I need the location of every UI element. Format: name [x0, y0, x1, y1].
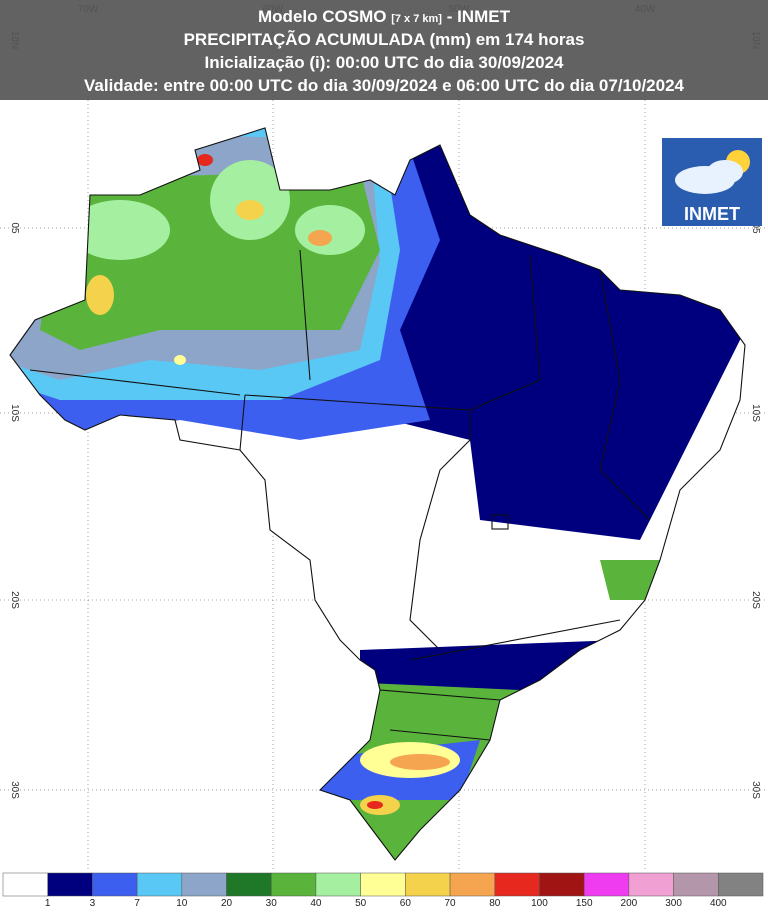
legend-swatch — [92, 872, 138, 897]
legend-swatch — [360, 872, 406, 897]
legend-label: 7 — [134, 898, 140, 908]
legend-swatch — [136, 872, 183, 897]
legend-swatch — [494, 872, 540, 897]
legend-label: 300 — [665, 898, 682, 908]
legend-label: 50 — [355, 898, 367, 908]
title-resolution: [7 x 7 km] — [391, 13, 442, 25]
logo-text: INMET — [684, 204, 740, 224]
validity: Validade: entre 00:00 UTC do dia 30/09/2… — [84, 76, 685, 95]
legend-label: 40 — [310, 898, 322, 908]
legend-label: 400 — [710, 898, 727, 908]
legend-swatch — [226, 872, 272, 897]
latitude-label: 30S — [9, 781, 20, 799]
legend-label: 70 — [444, 898, 456, 908]
legend-swatch — [628, 872, 674, 897]
legend-label: 200 — [621, 898, 638, 908]
legend-label: 10 — [176, 898, 188, 908]
legend-swatch — [315, 872, 361, 897]
title: Modelo COSMO [7 x 7 km] - INMET — [258, 7, 511, 26]
legend-swatch — [181, 872, 227, 897]
legend-label: 150 — [576, 898, 593, 908]
legend-swatch — [718, 872, 764, 897]
legend-label: 30 — [266, 898, 278, 908]
subtitle: PRECIPITAÇÃO ACUMULADA (mm) em 174 horas — [184, 29, 585, 49]
legend-label: 100 — [531, 898, 548, 908]
legend-label: 3 — [90, 898, 96, 908]
legend: 1 3 7 10 20 30 40 50 60 70 80 100 150 200 300 400 — [2, 872, 764, 909]
latitude-label: 20S — [750, 591, 761, 609]
legend-swatch — [405, 872, 451, 897]
header-band — [0, 0, 768, 100]
legend-swatch — [449, 872, 496, 897]
title-suffix: - INMET — [447, 7, 511, 26]
legend-swatch — [270, 872, 317, 897]
latitude-label: 05 — [9, 222, 20, 234]
legend-swatch — [539, 872, 585, 897]
legend-label: 20 — [221, 898, 233, 908]
legend-swatch — [47, 872, 93, 897]
latitude-label: 20S — [9, 591, 20, 609]
legend-swatch — [583, 872, 630, 897]
precipitation-field — [10, 128, 745, 860]
latitude-label: 10S — [9, 404, 20, 422]
latitude-label: 05 — [750, 222, 761, 234]
title-model: Modelo COSMO — [258, 7, 386, 26]
logo: INMET — [662, 138, 762, 226]
legend-label: 60 — [400, 898, 412, 908]
legend-label: 80 — [489, 898, 501, 908]
latitude-label: 30S — [750, 781, 761, 799]
state-borders — [29, 249, 651, 741]
legend-label: 1 — [45, 898, 51, 908]
legend-swatch — [673, 872, 719, 897]
initialization: Inicialização (i): 00:00 UTC do dia 30/0… — [204, 53, 564, 72]
legend-swatch — [2, 872, 48, 897]
latitude-label: 10S — [750, 404, 761, 422]
